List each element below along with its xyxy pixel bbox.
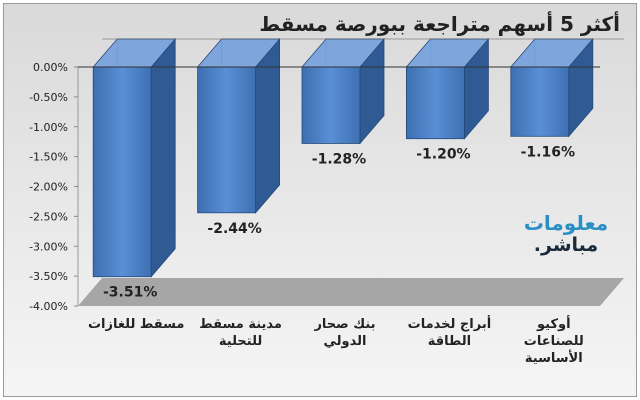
y-tick-label: -2.00% bbox=[29, 181, 68, 194]
y-tick-label: -0.50% bbox=[29, 91, 68, 104]
bar-front bbox=[405, 66, 465, 140]
category-label: بنك صحار bbox=[313, 317, 375, 332]
bar-side bbox=[255, 37, 281, 214]
mubasher-logo: معلومات مباشر. bbox=[520, 212, 612, 256]
logo-line-1: معلومات bbox=[523, 211, 609, 235]
category-label: الدولي bbox=[324, 334, 367, 349]
y-tick-label: -3.00% bbox=[29, 240, 68, 253]
bar bbox=[509, 37, 594, 138]
data-label: -1.16% bbox=[521, 144, 575, 160]
category-label: للتحلية bbox=[219, 334, 262, 349]
category-label: الأساسية bbox=[525, 349, 583, 366]
data-label: -1.20% bbox=[416, 147, 470, 163]
bar-front bbox=[301, 66, 361, 144]
category-label: أبراج لخدمات bbox=[408, 315, 492, 332]
bar-side bbox=[150, 37, 176, 278]
chart-floor bbox=[78, 278, 624, 306]
category-label: الطاقة bbox=[428, 334, 471, 349]
bar bbox=[196, 37, 281, 214]
y-tick-label: 0.00% bbox=[33, 61, 68, 74]
data-label: -3.51% bbox=[103, 285, 157, 301]
y-tick-label: -3.50% bbox=[29, 270, 68, 283]
data-label: -1.28% bbox=[312, 151, 366, 167]
y-tick-label: -1.00% bbox=[29, 121, 68, 134]
bar bbox=[92, 37, 177, 278]
bar-front bbox=[197, 66, 257, 214]
chart-title: أكثر 5 أسهم متراجعة ببورصة مسقط bbox=[259, 12, 620, 36]
bar-front bbox=[510, 66, 570, 137]
y-tick-label: -1.50% bbox=[29, 151, 68, 164]
category-label: مسقط للغازات bbox=[88, 317, 185, 332]
y-tick-label: -4.00% bbox=[29, 300, 68, 313]
y-tick-label: -2.50% bbox=[29, 210, 68, 223]
bar bbox=[405, 37, 490, 140]
category-label: أوكيو bbox=[536, 315, 571, 332]
data-label: -2.44% bbox=[207, 221, 261, 237]
bar-front bbox=[92, 66, 152, 278]
logo-line-2: مباشر. bbox=[533, 234, 599, 256]
category-label: مدينة مسقط bbox=[199, 317, 282, 332]
category-label: للصناعات bbox=[524, 334, 584, 349]
bar bbox=[301, 37, 385, 145]
